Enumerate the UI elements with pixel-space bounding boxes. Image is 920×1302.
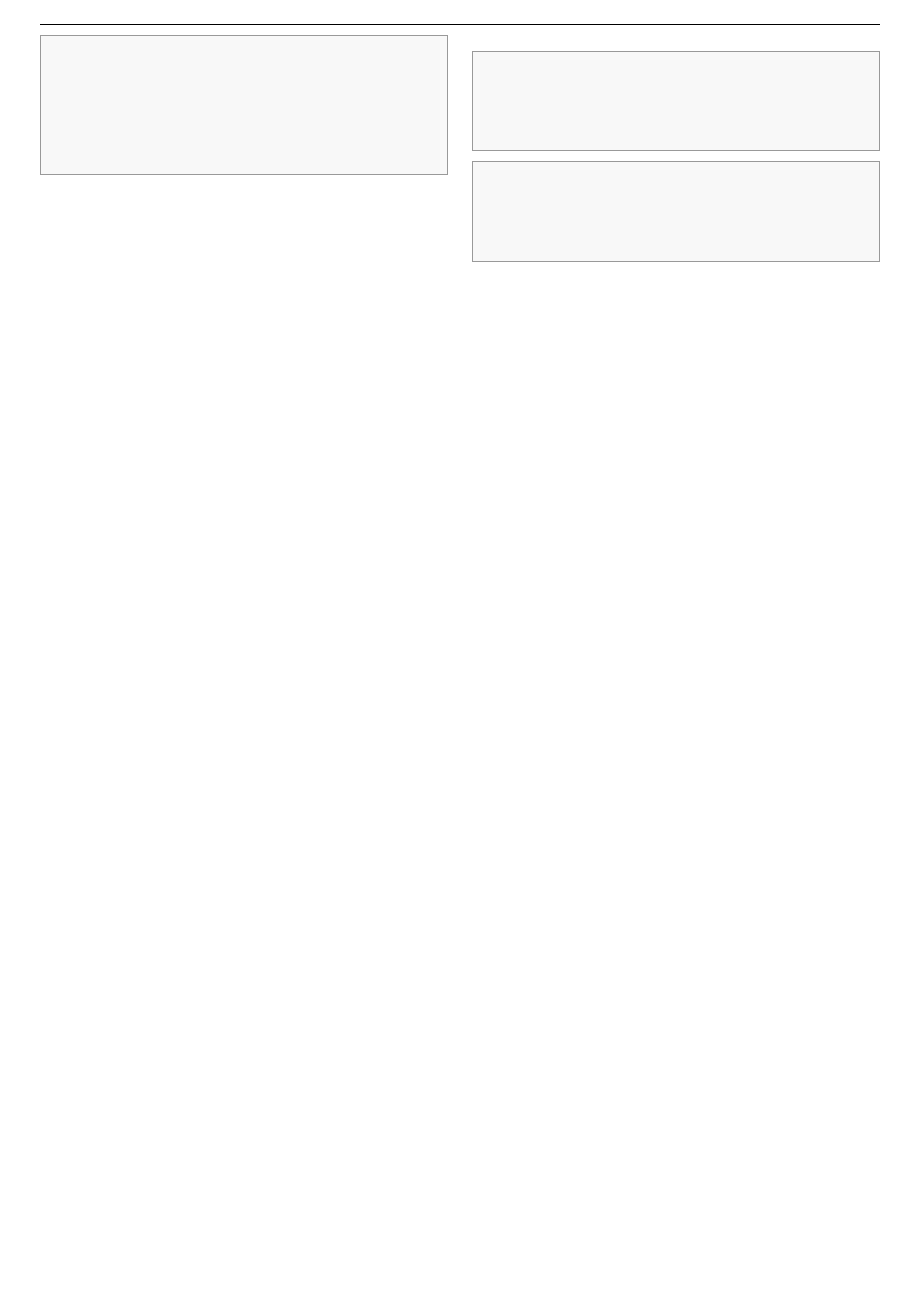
left-column [40,35,448,272]
bar-chart-2-svg [477,56,875,136]
figure-1 [40,35,448,175]
right-column [472,35,880,272]
figure-3 [472,161,880,261]
bar-chart-3-svg [477,166,875,246]
page-header [40,20,880,25]
line-chart-svg [45,40,443,160]
chart1-legend [45,168,443,170]
two-column-layout [40,35,880,272]
figure-2 [472,51,880,151]
